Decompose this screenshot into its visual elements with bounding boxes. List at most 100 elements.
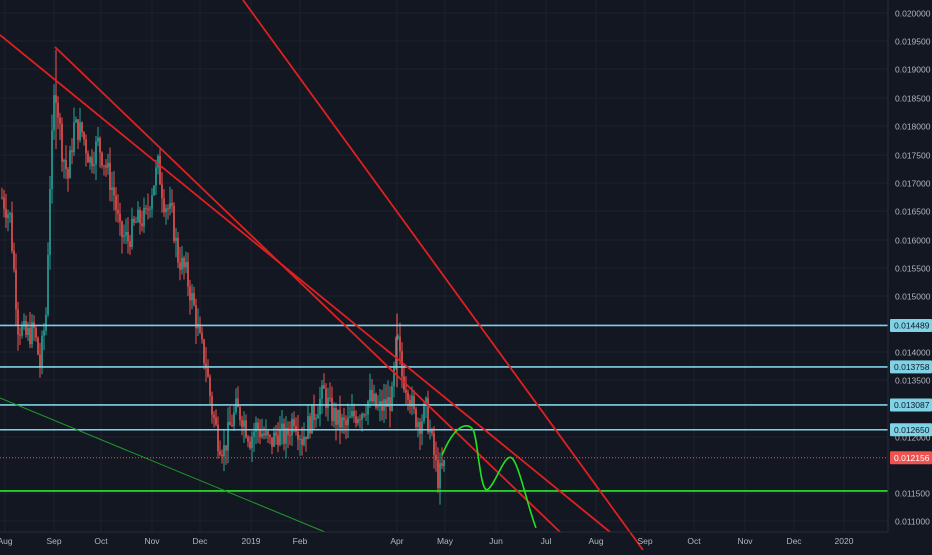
candle-up — [315, 418, 317, 420]
candle-down — [381, 401, 383, 411]
trend-line[interactable] — [0, 397, 326, 533]
candle-down — [199, 324, 201, 333]
candle-down — [171, 202, 173, 206]
candle-down — [35, 327, 37, 338]
candle-down — [419, 421, 421, 434]
candle-down — [71, 150, 73, 153]
candle-up — [367, 401, 369, 415]
candle-down — [271, 437, 273, 447]
candle-up — [27, 327, 29, 335]
candle-down — [201, 332, 203, 340]
candle-up — [349, 416, 351, 418]
candle-down — [259, 429, 261, 437]
candle-down — [19, 334, 21, 336]
candle-down — [353, 411, 355, 417]
candle-down — [3, 197, 5, 209]
candle-down — [371, 389, 373, 402]
candle-down — [65, 160, 67, 170]
candle-up — [307, 416, 309, 440]
trend-line[interactable] — [242, 0, 644, 551]
price-tag-label: 0.012650 — [894, 425, 930, 435]
candle-down — [15, 269, 17, 310]
candle-down — [99, 137, 101, 153]
candle-up — [181, 257, 183, 270]
price-axis-tick-label: 0.013500 — [895, 376, 931, 386]
candle-up — [53, 95, 55, 131]
candle-down — [37, 337, 39, 355]
candle-down — [441, 463, 443, 466]
candle-down — [231, 425, 233, 427]
time-axis-tick-label: Oct — [687, 536, 701, 546]
candle-down — [179, 262, 181, 270]
candle-down — [57, 102, 59, 118]
candle-up — [23, 320, 25, 327]
candle-up — [285, 427, 287, 444]
candle-up — [93, 164, 95, 167]
candle-down — [219, 451, 221, 455]
candle-down — [161, 184, 163, 199]
price-axis-tick-label: 0.017000 — [895, 179, 931, 189]
candle-down — [25, 320, 27, 335]
candle-down — [431, 430, 433, 434]
candle-down — [183, 257, 185, 268]
candle-up — [123, 235, 125, 238]
candle-up — [151, 195, 153, 209]
candle-up — [327, 397, 329, 409]
trend-line[interactable] — [54, 46, 561, 533]
time-axis-tick-label: 2020 — [835, 536, 854, 546]
price-axis-tick-label: 0.017500 — [895, 151, 931, 161]
candle-up — [185, 262, 187, 268]
candle-up — [379, 401, 381, 407]
candle-down — [413, 395, 415, 409]
candle-up — [89, 157, 91, 163]
candle-down — [159, 155, 161, 185]
candle-down — [133, 218, 135, 223]
candle-down — [85, 139, 87, 154]
candle-down — [345, 420, 347, 426]
candle-up — [251, 436, 253, 449]
candle-up — [125, 231, 127, 236]
candle-up — [347, 417, 349, 426]
candle-down — [269, 435, 271, 438]
candle-down — [127, 231, 129, 242]
candle-down — [301, 439, 303, 445]
candle-down — [193, 293, 195, 306]
time-axis-tick-label: Aug — [0, 536, 13, 546]
candle-down — [163, 198, 165, 213]
candle-down — [5, 208, 7, 218]
candle-down — [13, 250, 15, 270]
candle-down — [283, 423, 285, 444]
time-axis-tick-label: Nov — [737, 536, 753, 546]
candle-up — [95, 141, 97, 165]
candle-down — [437, 459, 439, 489]
price-axis-tick-label: 0.011500 — [895, 489, 930, 499]
candle-down — [119, 213, 121, 222]
candle-down — [229, 421, 231, 426]
candle-up — [357, 419, 359, 424]
candle-down — [401, 351, 403, 377]
candle-down — [325, 388, 327, 409]
candle-down — [141, 223, 143, 227]
candle-up — [47, 255, 49, 315]
price-axis-tick-label: 0.018500 — [895, 94, 931, 104]
candle-down — [389, 397, 391, 411]
price-axis-tick-label: 0.019000 — [895, 65, 931, 75]
candle-up — [157, 155, 159, 168]
candle-up — [443, 460, 445, 466]
projection-curve[interactable] — [441, 425, 537, 529]
price-axis-tick-label: 0.018000 — [895, 122, 931, 132]
candle-up — [429, 430, 431, 433]
candle-down — [77, 119, 79, 140]
candle-up — [317, 414, 319, 419]
candle-up — [143, 207, 145, 227]
candle-down — [409, 399, 411, 407]
candle-up — [417, 421, 419, 428]
time-axis-tick-label: Aug — [588, 536, 603, 546]
candle-down — [213, 414, 215, 418]
candle-up — [111, 187, 113, 190]
trend-line[interactable] — [0, 34, 611, 533]
candle-down — [225, 445, 227, 451]
candle-down — [263, 433, 265, 436]
